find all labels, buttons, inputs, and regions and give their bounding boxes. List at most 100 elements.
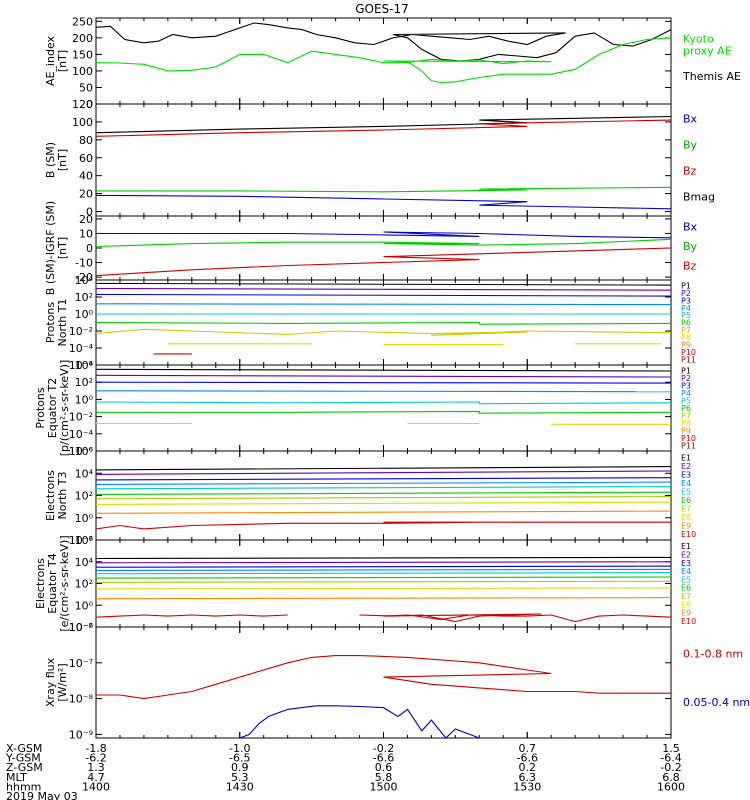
y-tick-label: 10⁻² [69, 325, 93, 338]
y-axis-title: [nT] [56, 149, 69, 171]
panel-pn: 10⁻⁶ 10⁻⁴ 10⁻² 10⁰ 10² 10⁴ Protons North T1 P1P2… [44, 274, 696, 372]
legend-entry: P11 [681, 441, 696, 450]
y-axis-title: B (SM) [44, 142, 57, 178]
y-tick-label: 10 [79, 227, 93, 240]
series-line-pe-5 [96, 410, 671, 414]
legend-entry: P5 [681, 311, 691, 320]
y-tick-label: 10⁴ [75, 556, 94, 569]
legend-entry: P1 [681, 282, 691, 291]
legend-entry: P4 [681, 389, 691, 398]
series-line-ee-6 [96, 580, 671, 583]
x-row-value: 1.5 [662, 742, 680, 755]
legend-entry: E2 [681, 462, 691, 471]
series-line-en-6 [96, 496, 671, 500]
y-tick-label: 10⁻⁷ [69, 657, 93, 670]
legend-entry: proxy AE [683, 45, 732, 58]
series-line-ee-3 [96, 568, 671, 572]
x-row-value: -0.2 [660, 761, 681, 774]
legend-entry: P9 [681, 341, 691, 350]
legend-entry: E6 [681, 584, 691, 593]
y-tick-label: 10⁻⁶ [69, 445, 94, 458]
series-line-ee-9 [96, 614, 288, 618]
y-tick-label: 10⁶ [75, 445, 94, 458]
legend-entry: E8 [681, 513, 691, 522]
y-axis-title: [p/(cm²-s-sr-keV)] [58, 360, 71, 457]
series-line-xray-0 [96, 655, 671, 700]
panel-frame [95, 539, 672, 628]
x-row-value: -6.4 [660, 752, 681, 765]
x-row-value: 0.2 [519, 761, 537, 774]
y-tick-label: 10⁴ [75, 359, 94, 372]
legend-entry: E4 [681, 567, 691, 576]
y-tick-label: -20 [75, 271, 93, 284]
legend-entry: P7 [681, 326, 691, 335]
legend-entry: E5 [681, 575, 691, 584]
y-axis-title: North T1 [56, 299, 69, 347]
y-axis-title: Electrons [44, 470, 57, 521]
y-tick-label: -10 [75, 257, 93, 270]
series-line-en-4 [96, 486, 671, 490]
y-tick-label: 120 [72, 98, 93, 111]
series-line-ee-7 [96, 587, 671, 590]
y-axis-title: AE_index [44, 35, 57, 86]
y-tick-label: 10⁻⁶ [69, 621, 94, 634]
x-row-value: 1400 [82, 780, 110, 793]
series-line-pn-3 [96, 303, 671, 306]
panel-b: 0 20 40 60 80 100 120 B (SM) [nT] Bx By Bz Bmag [44, 98, 715, 219]
legend-entry: P2 [681, 289, 691, 298]
x-row-value: 1500 [370, 780, 398, 793]
x-row-value: -0.2 [373, 742, 394, 755]
date-label: 2019 May 03 [6, 790, 78, 800]
series-line-en-1 [96, 470, 671, 475]
legend-entry: By [683, 240, 698, 253]
panel-pe: 10⁻⁶ 10⁻⁴ 10⁻² 10⁰ 10² 10⁴ Protons Equator T2 [p… [34, 359, 696, 458]
y-tick-label: 10⁰ [75, 393, 94, 406]
panel-ee: 10⁻² 10⁰ 10² 10⁴ 10⁶ Electrons Equator T4 [e/(c… [34, 534, 696, 634]
y-tick-label: 40 [79, 170, 93, 183]
series-line-bigrf-0 [96, 231, 671, 239]
series-line-ee-2 [96, 565, 671, 568]
legend-entry: E6 [681, 496, 691, 505]
y-tick-label: 10² [75, 578, 93, 591]
y-tick-label: 20 [79, 213, 93, 226]
series-line-ee-0 [96, 556, 671, 560]
legend-entry: P8 [681, 419, 691, 428]
y-tick-label: 10⁻⁶ [69, 359, 94, 372]
panel-frame [95, 626, 672, 739]
y-tick-label: 80 [79, 134, 93, 147]
legend-entry: P3 [681, 382, 691, 391]
x-row-value: 6.3 [519, 771, 537, 784]
y-axis-title: North T3 [56, 472, 69, 520]
series-line-xray-1 [239, 705, 480, 738]
series-line-bigrf-1 [96, 238, 671, 248]
x-row-value: 0.7 [519, 742, 537, 755]
series-line-ae-1 [96, 37, 671, 84]
legend-entry: By [683, 138, 698, 151]
series-line-b-1 [96, 119, 671, 137]
x-row-value: -1.8 [85, 742, 106, 755]
legend-entry: Bx [683, 221, 698, 234]
x-row-value: 1.3 [87, 761, 105, 774]
y-axis-title: [e/(cm²-s-sr-keV)] [58, 535, 71, 631]
x-row-value: 1600 [657, 780, 685, 793]
y-tick-label: 250 [72, 15, 93, 28]
y-tick-label: 10² [75, 376, 93, 389]
plot-title: GOES-17 [355, 2, 409, 16]
y-axis-title: Protons [44, 302, 57, 343]
y-tick-label: 100 [72, 65, 93, 78]
series-line-pe-2 [96, 381, 671, 384]
y-axis-title: Xray flux [44, 657, 57, 707]
y-tick-label: 10⁻⁴ [69, 428, 94, 441]
legend-entry: E10 [681, 617, 696, 626]
legend-entry: Bz [683, 164, 697, 177]
panel-xray: 10⁻⁹ 10⁻⁸ 10⁻⁷ 10⁻⁶ Xray flux [W/m²] 0.1-0.8 n… [44, 621, 750, 741]
y-tick-label: 10² [75, 490, 93, 503]
legend-entry: P2 [681, 374, 691, 383]
y-tick-label: 10⁰ [75, 308, 94, 321]
series-line-ee-10 [359, 613, 671, 623]
y-axis-title: B (SM)-IGRF (SM) [44, 201, 57, 295]
y-axis-title: [nT] [56, 50, 69, 72]
series-line-pe-4 [96, 401, 671, 405]
